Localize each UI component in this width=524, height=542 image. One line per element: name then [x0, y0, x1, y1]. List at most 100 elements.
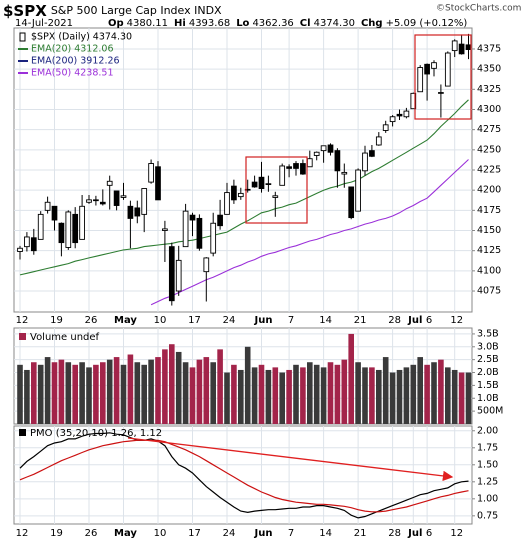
candle-body	[24, 236, 30, 248]
candle-body	[313, 151, 320, 156]
y-tick-label: 4300	[477, 104, 501, 115]
volume-bar	[334, 364, 341, 424]
volume-bar	[141, 364, 147, 424]
volume-bar	[355, 362, 361, 424]
volume-bar	[251, 367, 258, 424]
legend-swatch	[19, 429, 26, 436]
volume-bar	[403, 367, 410, 424]
panel-title: PMO (35,20,10) 1.26, 1.12	[30, 428, 162, 439]
volume-bar	[224, 372, 230, 424]
volume-bar	[65, 362, 72, 424]
candle-body	[148, 163, 154, 183]
candle-body	[258, 176, 265, 190]
volume-bar	[307, 362, 313, 424]
x-tick-label: 21	[354, 528, 367, 539]
x-tick-label: Jul	[407, 315, 422, 326]
x-tick-label: 10	[154, 315, 167, 326]
y-tick-label: 4150	[477, 225, 501, 236]
legend-entry: $SPX (Daily) 4374.30	[31, 32, 132, 43]
x-tick-label: 14	[319, 315, 332, 326]
quote-value: 4393.68	[189, 18, 230, 29]
volume-bar	[210, 362, 216, 424]
candle-body	[348, 186, 355, 219]
candle-body	[210, 222, 217, 254]
candle-body	[403, 110, 410, 118]
x-tick-label: 12	[450, 528, 463, 539]
candle-body	[162, 228, 168, 231]
volume-bar	[389, 372, 396, 424]
volume-bar	[258, 364, 265, 424]
candle-body	[155, 166, 161, 201]
x-tick-label: 21	[354, 315, 367, 326]
candle-body	[444, 52, 451, 87]
x-tick-label: 26	[85, 528, 98, 539]
volume-bar	[458, 372, 465, 424]
y-tick-label: 4100	[477, 265, 501, 276]
x-tick-label: 28	[388, 528, 401, 539]
volume-bar	[431, 362, 437, 424]
candle-body	[424, 63, 430, 75]
header-title: $SPX S&P 500 Large Cap Index INDX	[3, 2, 222, 20]
y-tick-label: 2.0B	[477, 367, 499, 378]
y-tick-label: 1.25	[477, 476, 498, 487]
candle-body	[417, 67, 424, 93]
candle-body	[175, 259, 182, 292]
candle-body	[396, 113, 403, 117]
x-tick-label: 7	[288, 528, 294, 539]
quote-value: 4380.11	[127, 18, 168, 29]
volume-bar	[293, 364, 299, 424]
candle-body	[431, 62, 437, 69]
x-tick-label: 12	[16, 528, 29, 539]
volume-bar	[162, 349, 168, 424]
y-tick-label: 1.00	[477, 493, 498, 504]
line	[150, 159, 469, 306]
candle-body	[341, 171, 348, 175]
volume-bar	[410, 364, 417, 424]
volume-bar	[376, 369, 382, 424]
volume-bar	[445, 367, 451, 424]
candle-body	[306, 158, 313, 168]
candle-body	[106, 180, 113, 186]
y-tick-label: 4375	[477, 43, 501, 54]
candle-body	[362, 152, 368, 172]
candle-body	[113, 190, 120, 206]
x-tick-label: 17	[188, 528, 201, 539]
volume-bar	[231, 364, 237, 424]
y-tick-label: 0.75	[477, 510, 498, 521]
volume-bar	[86, 367, 92, 424]
x-tick-label: May	[114, 528, 137, 539]
volume-bar	[155, 357, 161, 424]
volume-bar	[182, 362, 189, 424]
line	[19, 439, 469, 513]
y-tick-label: 2.5B	[477, 354, 499, 365]
volume-bar	[362, 367, 368, 424]
quote: Op 4380.11 Hi 4393.68 Lo 4362.36 Cl 4374.30 Chg +…	[108, 18, 467, 29]
volume-bar	[189, 367, 196, 424]
candle-body	[389, 116, 396, 123]
volume-bar	[238, 369, 244, 424]
candle-body	[465, 44, 472, 50]
credit: ©StockCharts.com	[436, 4, 521, 14]
candle-body	[203, 257, 210, 273]
legend-swatch	[19, 32, 26, 42]
x-tick-label: 12	[450, 315, 463, 326]
x-tick-label: Jul	[407, 528, 422, 539]
candle-body	[182, 210, 189, 248]
candle-body	[451, 40, 458, 52]
candle-body	[72, 213, 79, 244]
volume-bar	[417, 357, 423, 424]
highlight-box	[245, 156, 308, 224]
candle-body	[231, 185, 237, 201]
volume-bar	[286, 369, 292, 424]
x-tick-label: Jun	[254, 528, 273, 539]
y-tick-label: 4275	[477, 124, 501, 135]
quote-label: Chg	[361, 18, 383, 29]
candle-body	[134, 207, 141, 217]
candle-body	[334, 150, 341, 172]
x-tick-label: 14	[319, 528, 332, 539]
y-tick-label: 1.50	[477, 459, 498, 470]
volume-bar	[127, 354, 134, 424]
candle-body	[286, 166, 292, 169]
candle-body	[438, 92, 444, 94]
volume-bar	[327, 362, 334, 424]
